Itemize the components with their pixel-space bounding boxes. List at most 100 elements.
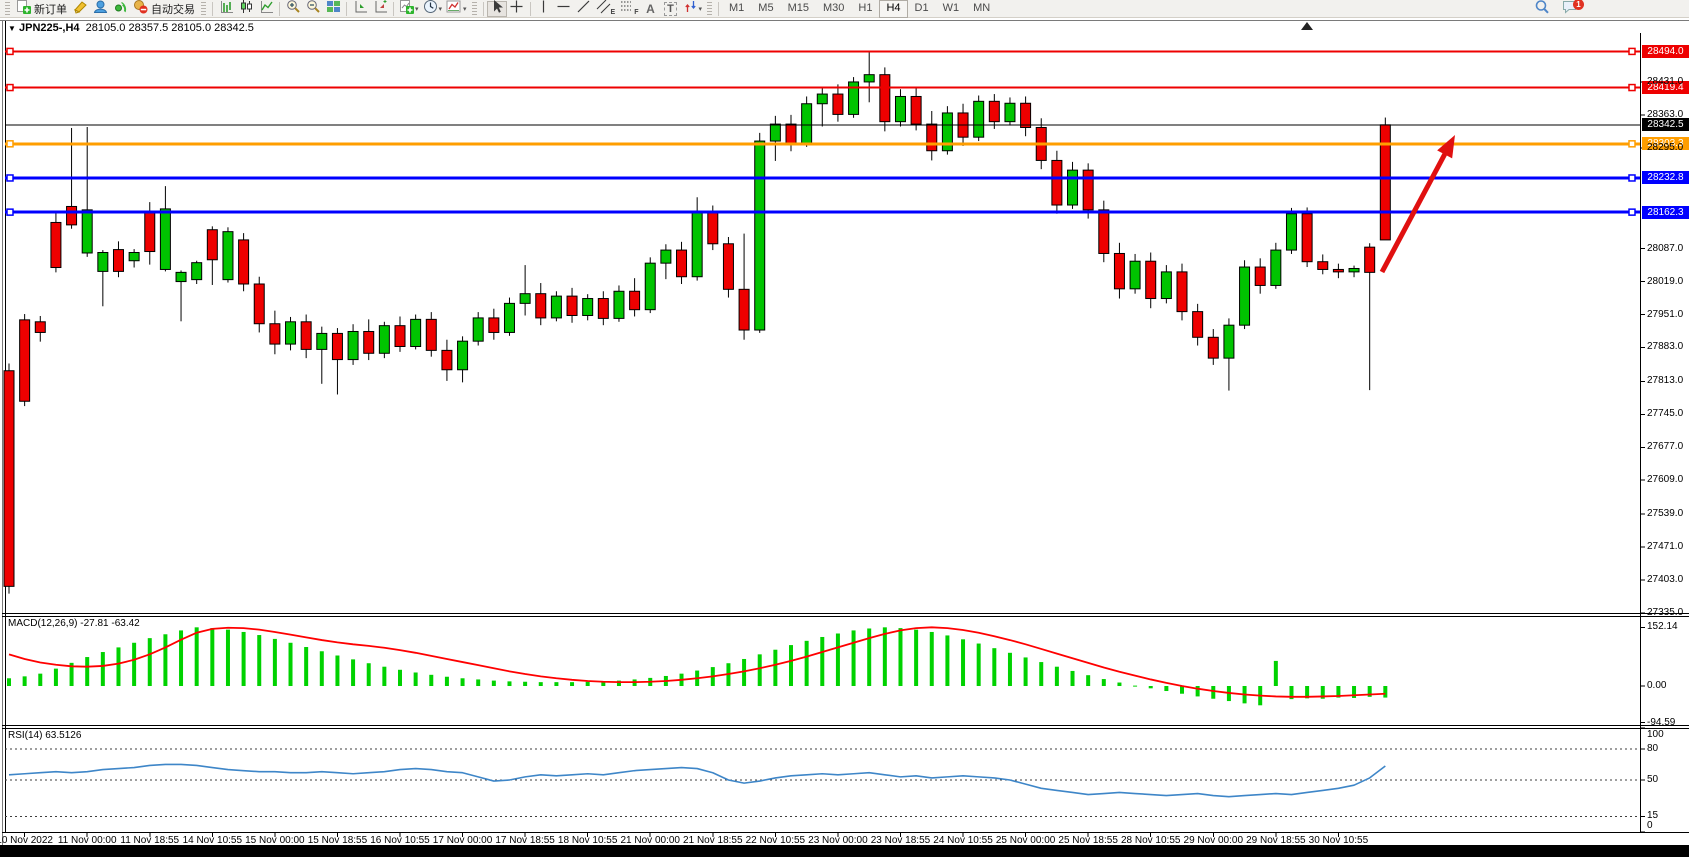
new-order-icon (16, 0, 31, 19)
crosshair-button[interactable] (507, 0, 527, 19)
timeframe-d1[interactable]: D1 (914, 1, 929, 14)
ohlc-values: 28105.0 28357.5 28105.0 28342.5 (85, 22, 254, 34)
new-chart-button[interactable]: ▾ (397, 0, 421, 19)
indicators-icon (446, 0, 462, 19)
arrange-chart-icon (353, 0, 368, 19)
bar-chart-icon (219, 0, 234, 19)
timeframe-h1[interactable]: H1 (858, 1, 873, 14)
toolbar-grip[interactable] (201, 2, 206, 15)
arrows-button[interactable]: ▾ (681, 0, 705, 19)
vertical-line-icon (536, 0, 551, 19)
rsi-line (8, 763, 1386, 798)
marker-icon (73, 0, 88, 19)
community-button[interactable] (90, 0, 110, 19)
toolbar: 新订单 自动交易 (0, 0, 1689, 18)
arrow-annotation (1379, 149, 1449, 274)
toolbar-grip[interactable] (5, 2, 10, 15)
trendline-button[interactable] (574, 0, 594, 17)
zoom-in-icon (286, 0, 301, 19)
arrange-chart-alt-button[interactable] (370, 0, 390, 17)
toolbar-separator (718, 1, 720, 16)
macd-histogram (7, 627, 1388, 706)
chevron-down-icon: ▾ (698, 5, 703, 13)
new-order-button[interactable] (13, 0, 33, 19)
chart-shift-marker-icon (1301, 22, 1313, 30)
search-icon (1534, 0, 1550, 20)
toolbar-separator (279, 1, 280, 16)
candlestick-chart-button[interactable] (236, 0, 256, 19)
zoom-out-icon (306, 0, 321, 19)
tile-windows-button[interactable] (323, 0, 343, 19)
horizontal-line-button[interactable] (554, 1, 574, 17)
zoom-out-button[interactable] (303, 0, 323, 19)
timeframe-mn[interactable]: MN (973, 1, 991, 14)
arrange-chart-button[interactable] (350, 0, 370, 19)
level-marker (6, 140, 14, 148)
cursor-icon (489, 0, 504, 19)
notification-badge: 1 (1573, 0, 1584, 10)
candlestick-chart-icon (239, 0, 254, 19)
panel-splitter-macd[interactable] (0, 611, 1689, 617)
toolbar-separator (212, 1, 213, 16)
timeframe-m1[interactable]: M1 (729, 1, 745, 14)
level-marker (6, 208, 14, 216)
equidistant-channel-icon (596, 0, 611, 19)
signals-icon (113, 0, 128, 19)
price-axis[interactable] (1640, 33, 1689, 833)
vertical-line-button[interactable] (534, 0, 554, 19)
zoom-in-button[interactable] (283, 0, 303, 19)
tile-windows-icon (326, 0, 341, 19)
equidistant-channel-button[interactable]: E (594, 0, 618, 19)
chart-title: ▼ JPN225-,H4 28105.0 28357.5 28105.0 283… (8, 22, 254, 34)
level-marker (1628, 47, 1636, 56)
chevron-down-icon: ▾ (438, 5, 443, 13)
toolbar-separator (393, 1, 394, 16)
toolbar-grip[interactable] (707, 2, 713, 15)
panel-splitter-rsi[interactable] (0, 723, 1689, 729)
fibonacci-glyph: F (634, 8, 639, 16)
macd-signal-line (8, 626, 1386, 698)
bar-chart-button[interactable] (216, 0, 236, 19)
auto-trading-button[interactable] (130, 0, 150, 19)
auto-trading-label[interactable]: 自动交易 (151, 3, 195, 16)
timeframe-h4[interactable]: H4 (879, 0, 908, 18)
timeframe-m30[interactable]: M30 (822, 1, 845, 14)
text-button[interactable]: A (641, 1, 661, 17)
new-chart-icon (399, 0, 414, 19)
crosshair-icon (509, 0, 524, 19)
fibonacci-button[interactable]: F (617, 1, 640, 17)
chart-menu-caret-icon[interactable]: ▼ (8, 24, 16, 33)
clock-icon (423, 0, 438, 19)
line-chart-button[interactable] (256, 0, 276, 19)
level-marker (6, 47, 14, 56)
level-marker (1628, 83, 1636, 92)
line-chart-icon (259, 0, 274, 19)
periods-clock-button[interactable]: ▾ (421, 0, 445, 19)
community-icon (93, 0, 108, 19)
toolbar-separator (482, 1, 484, 16)
bottom-black-bar (0, 845, 1689, 857)
label-button[interactable]: T (661, 1, 681, 17)
search-button[interactable] (1532, 0, 1552, 20)
arrow-annotation-head (1437, 135, 1455, 159)
auto-trading-icon (133, 0, 148, 19)
level-marker (6, 174, 14, 182)
chevron-down-icon: ▾ (415, 5, 419, 13)
toolbar-separator (346, 1, 347, 16)
new-order-label[interactable]: 新订单 (34, 3, 67, 16)
level-marker (6, 83, 14, 92)
chat-button[interactable]: 1 (1560, 0, 1584, 17)
channel-glyph: E (610, 8, 616, 16)
toolbar-grip[interactable] (471, 2, 477, 15)
time-axis[interactable] (0, 833, 1689, 845)
timeframe-m15[interactable]: M15 (787, 1, 809, 14)
arrows-icon (683, 0, 698, 19)
timeframe-m5[interactable]: M5 (758, 1, 774, 14)
cursor-button[interactable] (486, 0, 507, 19)
indicators-button[interactable]: ▾ (444, 0, 469, 19)
marker-button[interactable] (70, 0, 90, 19)
text-icon: A (646, 1, 655, 16)
timeframe-w1[interactable]: W1 (942, 1, 960, 14)
signals-button[interactable] (110, 1, 130, 17)
